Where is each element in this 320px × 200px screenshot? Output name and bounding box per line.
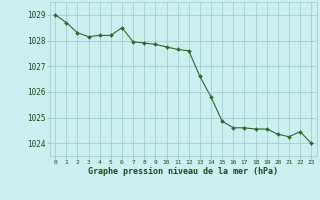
- X-axis label: Graphe pression niveau de la mer (hPa): Graphe pression niveau de la mer (hPa): [88, 167, 278, 176]
